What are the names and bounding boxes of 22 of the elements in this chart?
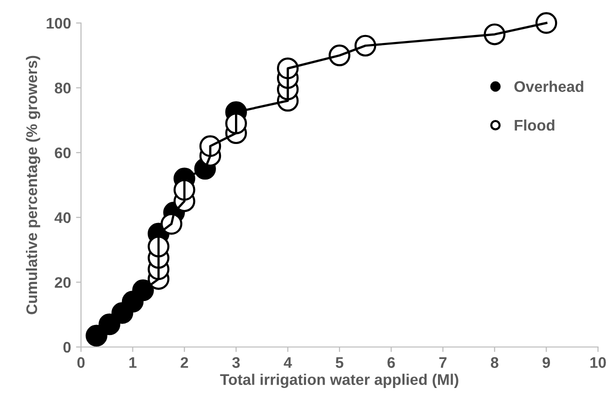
point xyxy=(535,12,558,34)
y-axis-title: Cumulative percentage (% growers) xyxy=(26,56,40,314)
x-tick-label: 2 xyxy=(180,357,188,368)
x-tick-label: 3 xyxy=(232,357,240,368)
y-tick-label: 40 xyxy=(54,212,71,224)
x-tick-label: 8 xyxy=(490,357,498,368)
x-axis-title: Total irrigation water applied (Ml) xyxy=(220,374,458,388)
x-tick-label: 10 xyxy=(590,357,606,368)
y-tick-label: 0 xyxy=(63,342,71,353)
legend-label: Flood xyxy=(514,119,554,131)
y-tick-label: 20 xyxy=(54,277,71,288)
x-tick-label: 5 xyxy=(336,357,344,368)
x-tick-label: 1 xyxy=(129,357,137,368)
x-tick-label: 9 xyxy=(542,357,550,368)
y-tick-label: 80 xyxy=(54,82,71,94)
y-tick-label: 60 xyxy=(54,147,71,158)
y-tick-label: 100 xyxy=(46,18,71,29)
x-tick-label: 0 xyxy=(77,357,85,368)
legend-label: Overhead xyxy=(514,80,584,92)
x-tick-label: 4 xyxy=(284,357,292,368)
x-tick-label: 6 xyxy=(388,357,395,368)
x-tick-label: 7 xyxy=(439,357,446,368)
